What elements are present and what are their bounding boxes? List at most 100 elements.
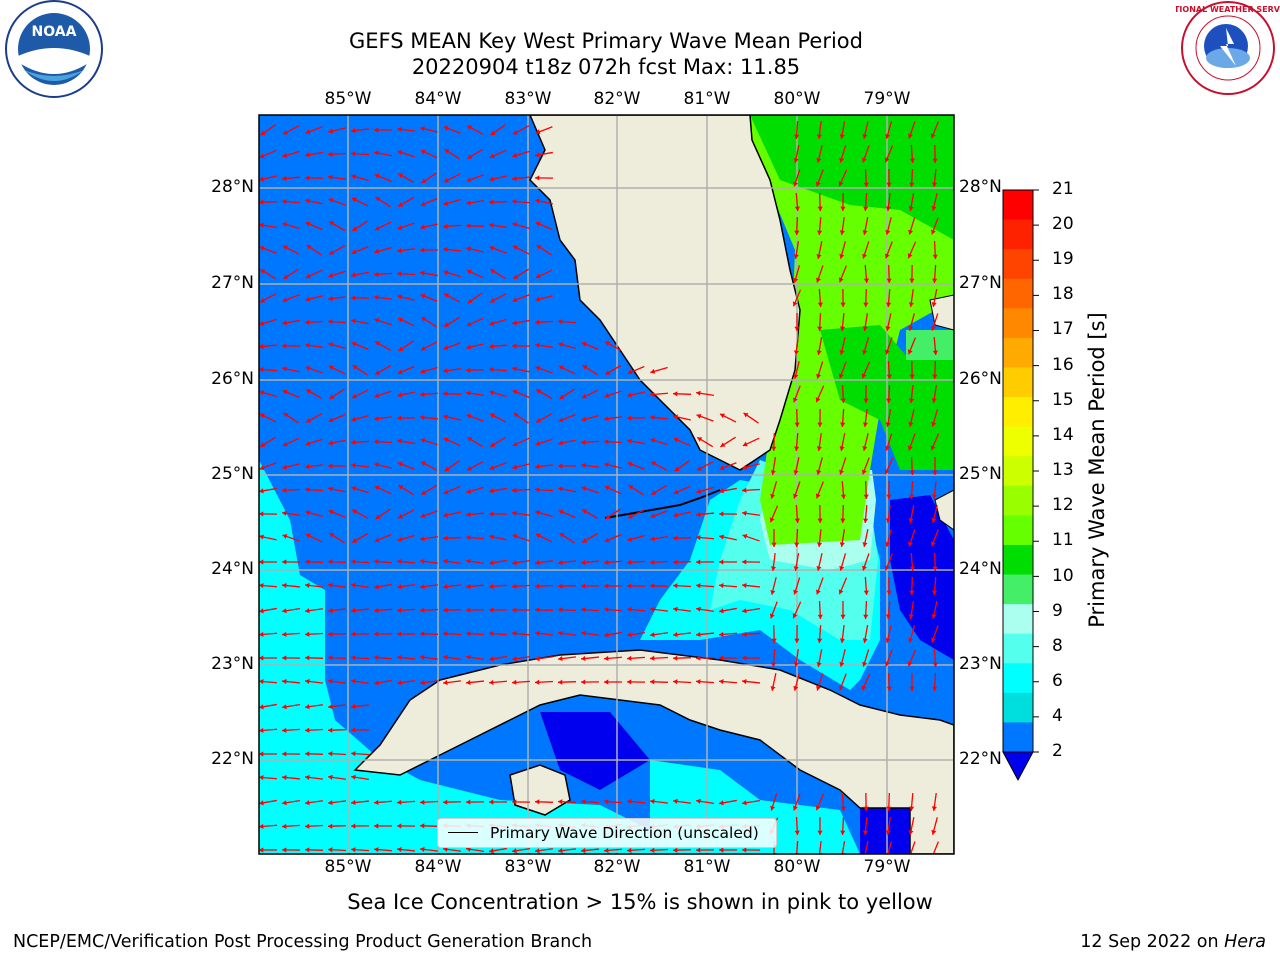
- wave-arrowhead: [512, 679, 517, 685]
- wave-arrowhead: [489, 390, 495, 396]
- wave-arrowhead: [513, 274, 519, 279]
- wave-arrowhead: [466, 367, 471, 373]
- lat-label-left-28n: 28°N: [211, 177, 254, 197]
- wave-arrowhead: [863, 590, 869, 595]
- colorbar-tick-12: 12: [1052, 495, 1074, 515]
- wave-arrowhead: [650, 798, 655, 804]
- wave-arrowhead: [771, 446, 777, 451]
- wave-arrowhead: [558, 417, 564, 423]
- wave-arrowhead: [282, 608, 287, 614]
- wave-arrowhead: [719, 847, 724, 853]
- wave-arrowhead: [604, 847, 609, 853]
- lon-label-bottom-83w: 83°W: [504, 857, 552, 877]
- wave-arrowhead: [862, 445, 868, 451]
- wave-arrowhead: [742, 678, 747, 685]
- wave-arrowhead: [862, 326, 868, 331]
- wave-arrowhead: [282, 823, 287, 829]
- wave-arrowhead: [351, 631, 356, 637]
- wave-arrowhead: [650, 606, 655, 612]
- wave-arrowhead: [512, 656, 517, 662]
- wave-arrowhead: [932, 254, 938, 259]
- wave-arrowhead: [770, 686, 776, 691]
- wave-arrowhead: [793, 350, 799, 355]
- wave-arrowhead: [743, 412, 749, 418]
- wave-arrow: [796, 840, 799, 854]
- lon-label-bottom-82w: 82°W: [593, 857, 641, 877]
- wave-arrowhead: [444, 466, 450, 472]
- wave-arrowhead: [931, 325, 936, 331]
- wave-arrowhead: [260, 269, 266, 274]
- wave-arrowhead: [794, 230, 800, 235]
- green-deep: [750, 115, 954, 240]
- wave-arrowhead: [719, 413, 725, 419]
- cyan-west: [259, 460, 660, 854]
- wave-arrowhead: [351, 823, 356, 829]
- wave-arrowhead: [351, 462, 356, 468]
- wave-arrowhead: [558, 679, 563, 685]
- wave-arrowhead: [769, 613, 775, 619]
- lon-label-bottom-80w: 80°W: [773, 857, 821, 877]
- wave-arrowhead: [351, 295, 356, 301]
- wave-arrowhead: [886, 494, 892, 499]
- wave-arrowhead: [862, 230, 868, 235]
- wave-arrowhead: [398, 173, 404, 178]
- wave-arrowhead: [259, 367, 264, 373]
- wave-arrowhead: [351, 582, 356, 588]
- wave-arrowhead: [794, 206, 800, 211]
- wave-arrowhead: [328, 128, 334, 134]
- wave-arrowhead: [581, 847, 586, 854]
- wave-arrowhead: [817, 206, 823, 211]
- wave-arrowhead: [627, 606, 632, 613]
- wave-arrowhead: [513, 129, 519, 135]
- wave-arrowhead: [909, 686, 915, 691]
- wave-arrowhead: [259, 631, 264, 637]
- nws-logo: NATIONAL WEATHER SERVICE: [1176, 1, 1280, 95]
- wave-arrowhead: [375, 370, 381, 375]
- wave-arrowhead: [930, 445, 936, 451]
- wave-arrowhead: [885, 518, 891, 523]
- svg-text:NATIONAL WEATHER SERVICE: NATIONAL WEATHER SERVICE: [1176, 5, 1280, 14]
- wave-arrowhead: [351, 703, 356, 710]
- wave-arrowhead: [374, 439, 379, 445]
- wave-arrowhead: [884, 157, 890, 163]
- wave-arrowhead: [816, 542, 823, 547]
- wave-arrowhead: [351, 799, 356, 806]
- wave-arrowhead: [489, 465, 495, 471]
- wave-arrowhead: [282, 222, 288, 228]
- wave-arrowhead: [512, 607, 517, 613]
- wave-arrowhead: [908, 614, 914, 619]
- wave-arrowhead: [742, 655, 747, 661]
- wave-arrowhead: [696, 583, 701, 589]
- colorbar-segment: [1003, 456, 1033, 487]
- wave-arrowhead: [885, 326, 891, 331]
- wave-arrowhead: [305, 678, 310, 684]
- wave-arrowhead: [604, 655, 609, 661]
- wave-arrowhead: [627, 415, 632, 421]
- wave-arrowhead: [512, 297, 518, 303]
- wave-arrowhead: [581, 679, 586, 685]
- wave-arrowhead: [794, 638, 800, 643]
- colorbar-tick-21: 21: [1052, 179, 1074, 199]
- wave-arrowhead: [512, 199, 517, 205]
- wave-arrowhead: [466, 413, 472, 419]
- wave-arrowhead: [397, 248, 402, 254]
- wave-arrowhead: [673, 559, 678, 565]
- gridlines: [259, 115, 954, 854]
- wave-arrowhead: [489, 367, 494, 373]
- wave-arrowhead: [512, 848, 517, 854]
- wave-arrowhead: [259, 222, 264, 228]
- wave-arrowhead: [673, 583, 678, 589]
- wave-arrowhead: [259, 488, 264, 494]
- wave-arrowhead: [907, 661, 913, 667]
- wave-arrowhead: [908, 541, 913, 547]
- wave-arrowhead: [374, 271, 379, 277]
- wave-arrowhead: [283, 274, 289, 279]
- wave-arrowhead: [420, 438, 426, 444]
- wave-arrowhead: [374, 823, 379, 829]
- wave-arrowhead: [467, 437, 473, 442]
- wave-arrowhead: [930, 541, 936, 547]
- lat-label-left-27n: 27°N: [211, 273, 254, 293]
- colorbar-tick-6: 6: [1052, 671, 1063, 691]
- wave-arrowhead: [862, 422, 868, 427]
- wave-arrowhead: [282, 510, 287, 516]
